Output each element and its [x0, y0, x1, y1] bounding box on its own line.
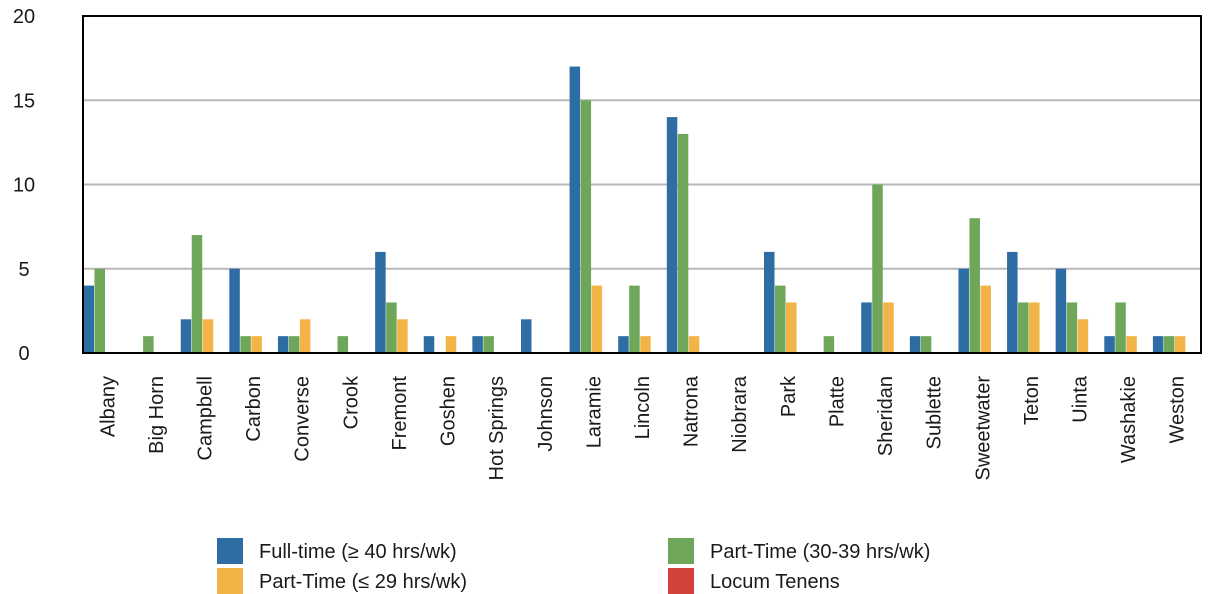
legend-swatch-2 [668, 538, 694, 564]
bar-weston-series-1 [1152, 336, 1164, 353]
bar-park-series-1 [764, 251, 775, 353]
bar-sublette-series-1 [909, 336, 921, 353]
x-category-label: Weston [1167, 376, 1189, 443]
y-tick-label-15: 15 [13, 90, 35, 112]
bar-lincoln-series-3 [640, 336, 651, 353]
bar-sublette-series-2 [920, 336, 932, 353]
y-tick-label-0: 0 [18, 343, 29, 365]
bar-lincoln-series-1 [618, 336, 629, 353]
bar-goshen-series-3 [445, 336, 457, 353]
bar-uinta-series-1 [1055, 268, 1067, 353]
x-category-label: Crook [340, 375, 362, 429]
x-category-label: Goshen [438, 376, 460, 446]
bar-uinta-series-3 [1077, 319, 1089, 353]
legend: Full-time (≥ 40 hrs/wk) Part-Time (30-39 … [217, 538, 930, 594]
y-tick-label-20: 20 [13, 6, 35, 28]
bar-sheridan-series-2 [872, 184, 883, 353]
bar-laramie-series-3 [591, 285, 603, 353]
legend-swatch-1 [217, 538, 243, 564]
gridlines [83, 99, 1201, 270]
legend-label-4: Locum Tenens [710, 571, 840, 593]
x-category-label: Park [778, 375, 800, 417]
bar-campbell-series-2 [191, 235, 203, 353]
x-category-label: Teton [1021, 376, 1043, 425]
x-category-label: Niobrara [729, 375, 751, 453]
plot-frame [82, 15, 1202, 354]
bar-campbell-series-3 [202, 319, 214, 353]
bar-weston-series-2 [1163, 336, 1175, 353]
x-category-label: Platte [826, 376, 848, 427]
bar-uinta-series-2 [1066, 302, 1078, 353]
bar-campbell-series-1 [180, 319, 192, 353]
bar-fremont-series-1 [375, 251, 386, 353]
bar-goshen-series-1 [423, 336, 435, 353]
bar-fremont-series-2 [386, 302, 397, 353]
x-category-label: Johnson [535, 376, 557, 452]
bar-sheridan-series-1 [861, 302, 872, 353]
x-category-label: Campbell [195, 376, 217, 460]
x-category-label: Albany [97, 376, 119, 437]
bar-carbon-series-3 [251, 336, 262, 353]
legend-label-1: Full-time (≥ 40 hrs/wk) [259, 541, 457, 563]
bar-carbon-series-2 [240, 336, 251, 353]
bar-teton-series-1 [1007, 251, 1018, 353]
x-category-label: Laramie [583, 376, 605, 448]
bar-laramie-series-1 [569, 66, 581, 354]
bar-laramie-series-2 [580, 100, 592, 353]
bar-teton-series-2 [1018, 302, 1029, 353]
bar-weston-series-3 [1174, 336, 1186, 353]
x-category-label: Lincoln [632, 376, 654, 439]
bar-sheridan-series-3 [883, 302, 894, 353]
x-axis-labels: Albany Big Horn Campbell Carbon Converse Croo… [97, 375, 1188, 480]
bar-teton-series-3 [1029, 302, 1040, 353]
x-category-label: Sweetwater [972, 376, 994, 481]
bar-johnson-series-1 [520, 319, 532, 353]
legend-label-3: Part-Time (≤ 29 hrs/wk) [259, 571, 467, 593]
y-axis-ticks: 0 5 10 15 20 [13, 6, 35, 365]
bar-natrona-series-1 [666, 117, 678, 353]
x-category-label: Converse [292, 376, 314, 462]
x-category-label: Natrona [681, 375, 703, 447]
x-category-label: Sheridan [875, 376, 897, 456]
bar-sweetwater-series-2 [969, 218, 980, 353]
x-category-label: Hot Springs [486, 376, 508, 481]
bar-carbon-series-1 [229, 268, 240, 353]
y-tick-label-5: 5 [18, 259, 29, 281]
x-category-label: Big Horn [146, 376, 168, 454]
bar-washakie-series-1 [1104, 336, 1115, 353]
bar-natrona-series-3 [688, 336, 700, 353]
bar-big-horn-series-2 [143, 336, 154, 353]
bar-converse-series-2 [288, 336, 300, 353]
bar-fremont-series-3 [397, 319, 408, 353]
x-category-label: Carbon [243, 376, 265, 442]
bar-hot-springs-series-1 [472, 336, 483, 353]
bar-converse-series-1 [277, 336, 289, 353]
bar-washakie-series-2 [1115, 302, 1126, 353]
plot-border [82, 15, 1202, 354]
bar-park-series-3 [786, 302, 797, 353]
x-category-label: Fremont [389, 376, 411, 451]
x-category-label: Washakie [1118, 376, 1140, 463]
bar-park-series-2 [775, 285, 786, 353]
legend-label-2: Part-Time (30-39 hrs/wk) [710, 541, 930, 563]
bar-platte-series-2 [823, 336, 835, 353]
bars [83, 66, 1186, 354]
bar-albany-series-1 [83, 285, 94, 353]
bar-converse-series-3 [299, 319, 311, 353]
bar-lincoln-series-2 [629, 285, 640, 353]
bar-albany-series-2 [94, 268, 105, 353]
bar-natrona-series-2 [677, 133, 689, 353]
legend-swatch-3 [217, 568, 243, 594]
bar-washakie-series-3 [1126, 336, 1137, 353]
x-category-label: Uinta [1069, 375, 1091, 423]
bar-crook-series-2 [337, 336, 349, 353]
legend-swatch-4 [668, 568, 694, 594]
x-category-label: Sublette [924, 376, 946, 449]
y-tick-label-10: 10 [13, 175, 35, 197]
bar-sweetwater-series-1 [958, 268, 969, 353]
bar-sweetwater-series-3 [980, 285, 991, 353]
bar-hot-springs-series-2 [483, 336, 494, 353]
